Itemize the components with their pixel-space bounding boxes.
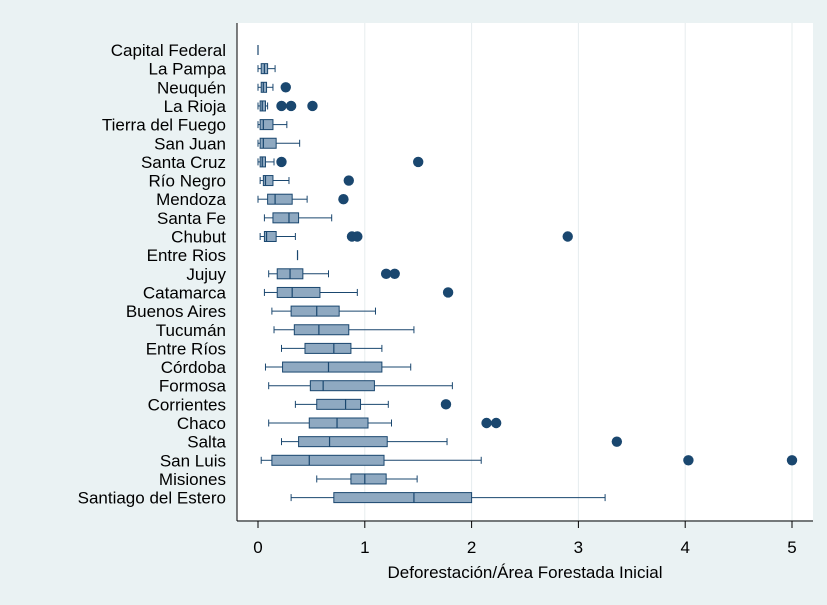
outlier-point	[442, 287, 454, 298]
boxes-layer	[257, 45, 798, 504]
category-label: Córdoba	[161, 358, 227, 377]
box-row	[273, 324, 415, 336]
outlier-point	[389, 268, 400, 279]
box	[267, 193, 293, 205]
box	[271, 454, 385, 466]
category-label: Neuquén	[157, 78, 226, 97]
category-label: Santa Cruz	[141, 153, 226, 172]
box-row	[257, 100, 318, 112]
category-label: Jujuy	[186, 265, 226, 284]
outlier-point	[307, 100, 318, 112]
box-row	[257, 63, 276, 75]
box-row	[271, 305, 376, 317]
category-label: Catamarca	[143, 283, 227, 302]
outlier-point	[352, 231, 363, 242]
box-row	[268, 417, 502, 429]
box	[298, 436, 388, 448]
category-label: Chaco	[177, 414, 226, 433]
box-row	[316, 473, 418, 485]
category-label: Capital Federal	[111, 41, 226, 60]
x-tick-label: 2	[467, 538, 476, 557]
category-label: Entre Rios	[147, 246, 226, 265]
x-tick-label: 0	[253, 538, 262, 557]
box-row	[259, 231, 573, 242]
box	[263, 231, 277, 242]
box-row	[257, 193, 349, 205]
box-row	[268, 268, 400, 280]
box-row	[259, 175, 354, 187]
category-label: Corrientes	[148, 395, 226, 414]
box	[276, 286, 321, 298]
category-label: Santiago del Estero	[78, 489, 226, 508]
outlier-point	[440, 399, 452, 410]
box	[259, 119, 274, 131]
outlier-point	[413, 156, 424, 168]
box	[259, 137, 277, 149]
box	[350, 473, 387, 485]
box	[309, 380, 375, 392]
outlier-point	[285, 100, 297, 112]
outlier-point	[343, 175, 354, 186]
box-row	[260, 454, 798, 466]
box-row	[264, 361, 412, 373]
category-label: Chubut	[171, 228, 226, 247]
x-tick-label: 3	[574, 538, 583, 557]
category-label: Tucumán	[156, 321, 226, 340]
box-row	[280, 436, 623, 448]
x-axis-title: Deforestación/Área Forestada Inicial	[388, 563, 663, 582]
category-label: Formosa	[159, 377, 227, 396]
box-row	[257, 119, 288, 131]
box-row	[257, 156, 424, 168]
outlier-point	[280, 82, 291, 93]
box-row	[294, 398, 452, 410]
category-label: San Luis	[160, 451, 226, 470]
outlier-point	[276, 156, 287, 168]
category-label: Misiones	[159, 470, 226, 489]
box	[293, 324, 350, 336]
box	[316, 398, 362, 410]
box	[290, 305, 340, 317]
outlier-point	[276, 100, 287, 112]
box	[304, 342, 352, 354]
x-tick-label: 5	[787, 538, 796, 557]
box	[262, 175, 274, 187]
box	[272, 212, 300, 224]
x-tick-label: 4	[680, 538, 689, 557]
outlier-point	[611, 436, 623, 447]
box-row	[257, 137, 301, 149]
box-row	[290, 492, 606, 504]
category-label: San Juan	[154, 134, 226, 153]
category-label: Salta	[187, 433, 226, 452]
category-label: Santa Fe	[157, 209, 226, 228]
x-ticks: 0 1 2 3 4 5	[253, 521, 797, 557]
box-row	[268, 380, 453, 392]
outlier-point	[562, 231, 573, 242]
outlier-point	[490, 417, 502, 429]
box-row	[263, 286, 454, 298]
box-row	[257, 81, 291, 93]
category-label: Río Negro	[149, 172, 226, 191]
outlier-point	[380, 268, 392, 279]
category-label: La Pampa	[149, 60, 227, 79]
category-label: Entre Ríos	[146, 339, 226, 358]
outlier-point	[683, 455, 694, 466]
category-label: Buenos Aires	[126, 302, 226, 321]
category-label: Mendoza	[156, 190, 226, 209]
box	[282, 361, 383, 373]
outlier-point	[481, 417, 492, 429]
outlier-point	[786, 455, 798, 466]
x-tick-label: 1	[360, 538, 369, 557]
box	[308, 417, 369, 429]
box	[333, 492, 473, 504]
box-row	[263, 212, 333, 224]
category-label: La Rioja	[164, 97, 227, 116]
outlier-point	[338, 194, 349, 205]
category-label: Tierra del Fuego	[102, 116, 226, 135]
box-row	[280, 342, 383, 354]
